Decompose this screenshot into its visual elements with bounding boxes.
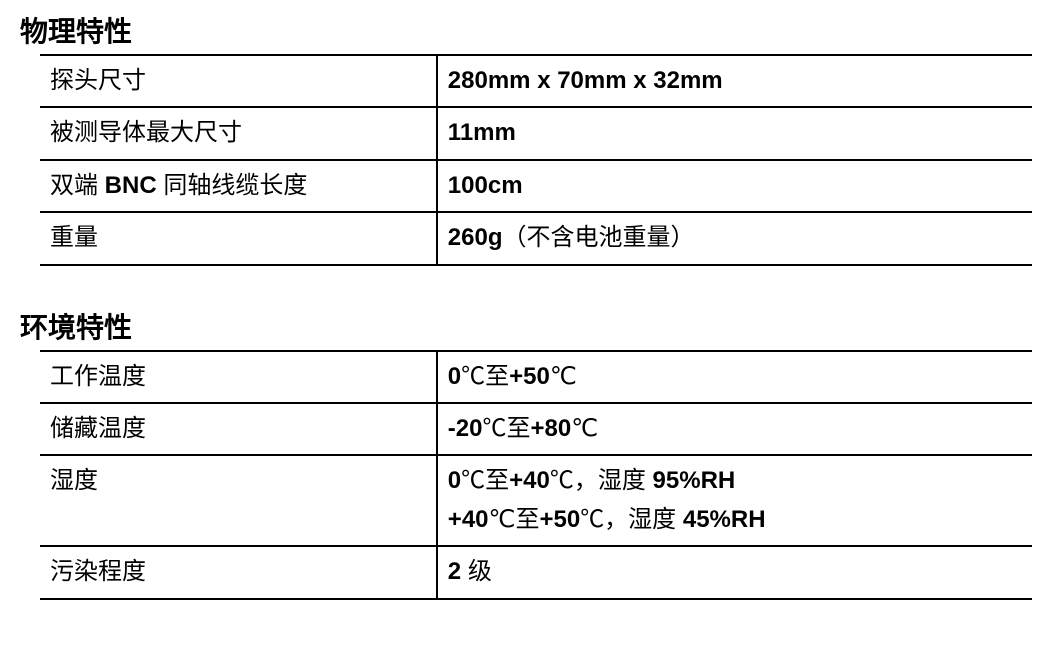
spec-label: 湿度 [40, 455, 437, 546]
spec-label: 污染程度 [40, 546, 437, 598]
table-row: 重量260g（不含电池重量） [40, 212, 1032, 264]
spec-value: 0℃至+50℃ [437, 351, 1032, 403]
spec-label: 重量 [40, 212, 437, 264]
spec-value: 100cm [437, 160, 1032, 212]
spec-value: 2 级 [437, 546, 1032, 598]
spec-label: 被测导体最大尺寸 [40, 107, 437, 159]
section-title: 物理特性 [20, 10, 1032, 50]
table-row: 湿度0℃至+40℃，湿度 95%RH+40℃至+50℃，湿度 45%RH [40, 455, 1032, 546]
spec-value: 11mm [437, 107, 1032, 159]
table-row: 被测导体最大尺寸11mm [40, 107, 1032, 159]
spec-label: 双端 BNC 同轴线缆长度 [40, 160, 437, 212]
spec-section: 环境特性工作温度0℃至+50℃储藏温度-20℃至+80℃湿度0℃至+40℃，湿度… [20, 306, 1032, 600]
section-title: 环境特性 [20, 306, 1032, 346]
spec-table: 工作温度0℃至+50℃储藏温度-20℃至+80℃湿度0℃至+40℃，湿度 95%… [40, 350, 1032, 600]
spec-value: 0℃至+40℃，湿度 95%RH+40℃至+50℃，湿度 45%RH [437, 455, 1032, 546]
table-row: 污染程度2 级 [40, 546, 1032, 598]
spec-value: 260g（不含电池重量） [437, 212, 1032, 264]
spec-label: 储藏温度 [40, 403, 437, 455]
spec-table: 探头尺寸280mm x 70mm x 32mm被测导体最大尺寸11mm双端 BN… [40, 54, 1032, 266]
spec-value: 280mm x 70mm x 32mm [437, 55, 1032, 107]
spec-section: 物理特性探头尺寸280mm x 70mm x 32mm被测导体最大尺寸11mm双… [20, 10, 1032, 266]
table-row: 储藏温度-20℃至+80℃ [40, 403, 1032, 455]
spec-label: 工作温度 [40, 351, 437, 403]
spec-value: -20℃至+80℃ [437, 403, 1032, 455]
spec-label: 探头尺寸 [40, 55, 437, 107]
table-row: 工作温度0℃至+50℃ [40, 351, 1032, 403]
table-row: 探头尺寸280mm x 70mm x 32mm [40, 55, 1032, 107]
table-row: 双端 BNC 同轴线缆长度100cm [40, 160, 1032, 212]
